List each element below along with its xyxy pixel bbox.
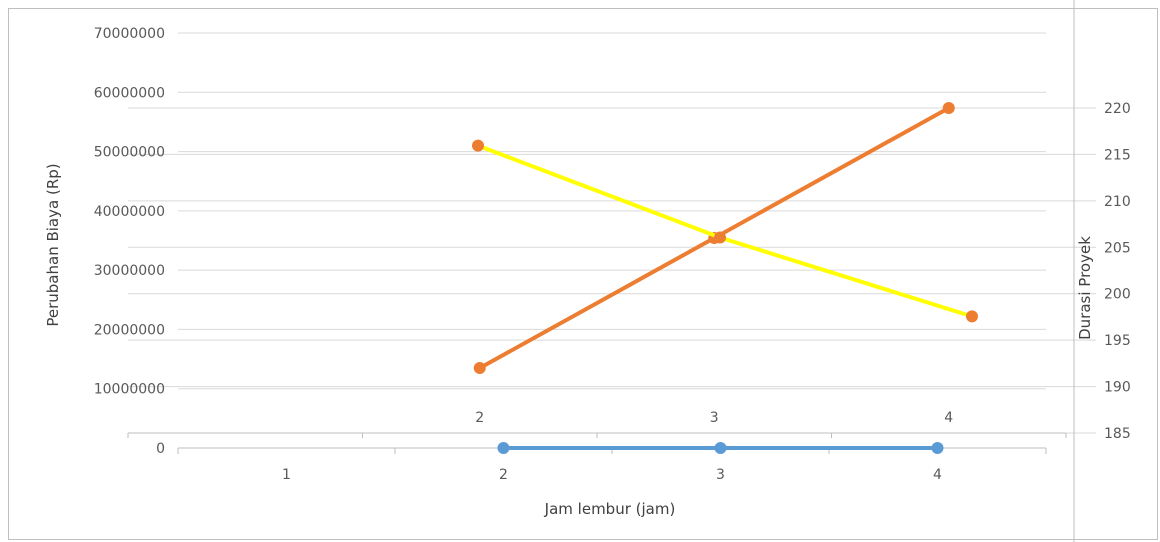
chart-frame [8,8,1158,540]
y2-tick-label: 190 [1104,380,1131,396]
y2-tick-label: 215 [1104,147,1131,163]
y-tick-label: 30000000 [94,263,165,279]
series-point [966,310,978,323]
x-tick-label: 3 [716,467,725,483]
y-tick-label: 70000000 [94,26,165,42]
y-axis-title: Perubahan Biaya (Rp) [44,163,62,326]
y2-tick-label: 195 [1104,333,1131,349]
x-axis-title: Jam lembur (jam) [544,500,676,518]
y-tick-label: 20000000 [94,322,165,338]
primary-gridlines [178,32,1046,390]
y-tick-label: 50000000 [94,145,165,161]
x-tick-label: 2 [499,467,508,483]
y-tick-label: 0 [156,441,165,457]
y2-tick-label: 220 [1104,101,1131,117]
y2-tick-label: 185 [1104,426,1131,442]
y-tick-label: 40000000 [94,204,165,220]
series-point [497,442,510,454]
series-point [942,102,955,114]
y2-tick-label: 210 [1104,194,1131,210]
y-tick-label: 60000000 [94,85,165,101]
tick-labels: 0 10000000 20000000 30000000 40000000 5000000… [94,26,1131,483]
series-layer [472,102,978,454]
series-point [473,362,486,374]
axes [127,0,1075,542]
secondary-y-axis-title: Durasi Proyek [1076,236,1094,340]
series-point [472,139,484,152]
secondary-x-tick-label: 4 [944,410,953,426]
series-point [714,231,726,244]
x-tick-label: 4 [933,467,942,483]
y2-tick-label: 200 [1104,287,1131,303]
y-tick-label: 10000000 [94,382,165,398]
x-tick-label: 1 [282,467,291,483]
secondary-x-tick-label: 2 [475,410,484,426]
y2-tick-label: 205 [1104,240,1131,256]
series-point [714,442,727,454]
series-point [931,442,944,454]
secondary-x-tick-label: 3 [710,410,719,426]
